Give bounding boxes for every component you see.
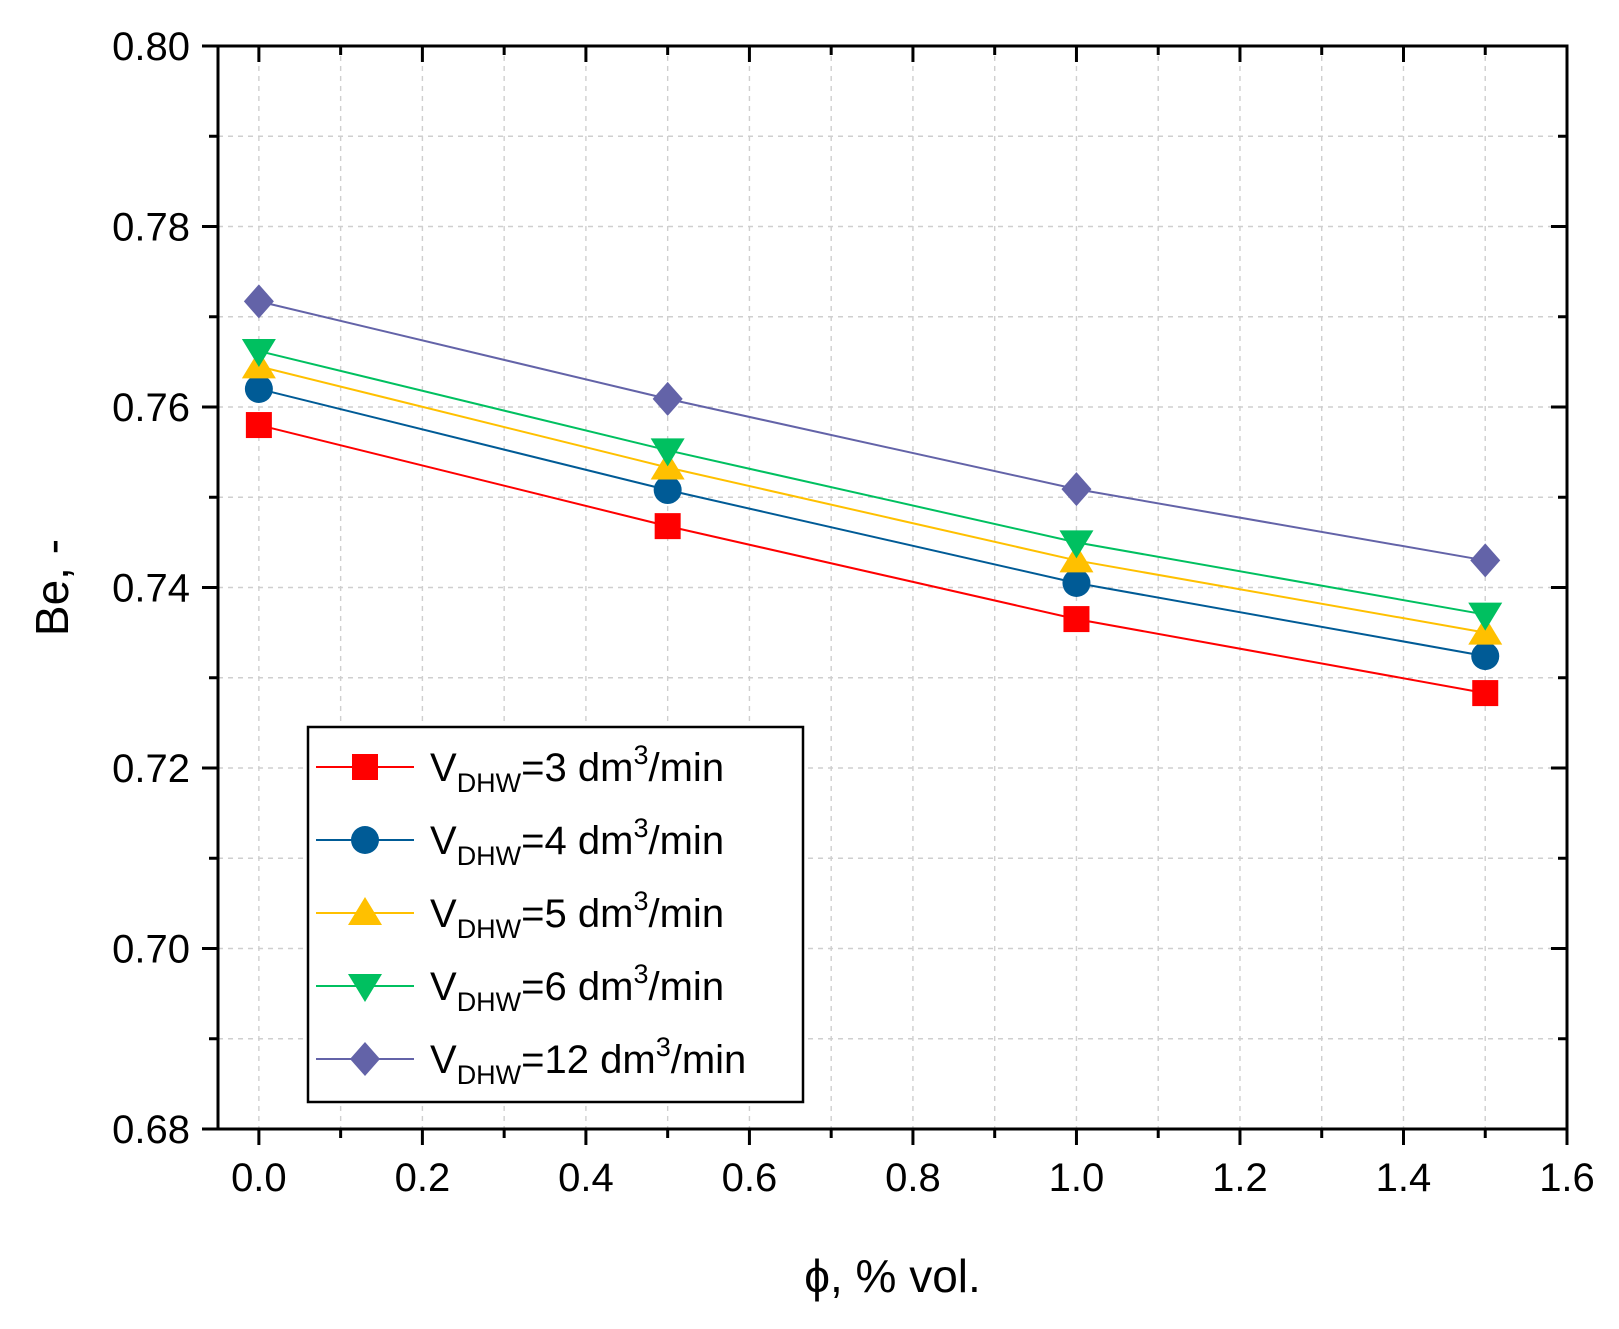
- grid: [218, 46, 1567, 1129]
- data-point: [1062, 568, 1091, 597]
- data-point: [1472, 680, 1499, 707]
- x-tick-label: 0.6: [722, 1156, 778, 1200]
- legend-marker: [352, 754, 378, 780]
- x-tick-label: 1.0: [1049, 1156, 1105, 1200]
- legend-label: VDHW=6 dm3/min: [430, 959, 724, 1017]
- y-tick-label: 0.70: [112, 928, 190, 972]
- data-point: [243, 284, 274, 319]
- series-group: [241, 284, 1503, 707]
- series-5: [243, 284, 1501, 578]
- legend-marker: [351, 826, 379, 854]
- data-point: [1468, 616, 1503, 645]
- data-point: [650, 438, 685, 467]
- y-axis-title: Be, -: [26, 539, 78, 636]
- data-point: [241, 339, 276, 368]
- series-line: [258, 300, 1486, 562]
- y-tick-label: 0.76: [112, 386, 190, 430]
- series-4: [241, 339, 1503, 631]
- data-point: [653, 476, 682, 505]
- data-point: [1471, 642, 1500, 671]
- legend-entry: VDHW=4 dm3/min: [316, 813, 724, 871]
- x-tick-label: 0.0: [231, 1156, 287, 1200]
- data-point: [1059, 544, 1094, 573]
- data-point: [1061, 472, 1092, 507]
- legend-marker: [348, 974, 382, 1002]
- x-tick-label: 0.4: [558, 1156, 614, 1200]
- legend-label: VDHW=4 dm3/min: [430, 813, 724, 871]
- legend-marker: [348, 897, 382, 925]
- data-point: [1063, 606, 1090, 633]
- series-line: [258, 424, 1486, 695]
- legend-label: VDHW=12 dm3/min: [430, 1032, 746, 1090]
- x-tick-label: 0.2: [395, 1156, 451, 1200]
- data-point: [1059, 530, 1094, 559]
- data-point: [244, 374, 273, 403]
- series-line: [258, 387, 1486, 658]
- x-tick-label: 0.8: [885, 1156, 941, 1200]
- legend-entry: VDHW=5 dm3/min: [316, 886, 724, 944]
- legend-box: [306, 725, 805, 1104]
- series-2: [244, 374, 1500, 671]
- legend: VDHW=3 dm3/min VDHW=4 dm3/min VDHW=5 dm3/m…: [306, 725, 805, 1104]
- x-axis-title: ϕ, % vol.: [804, 1250, 981, 1302]
- data-point: [1470, 543, 1501, 578]
- series-line: [258, 365, 1486, 634]
- x-tick-label: 1.4: [1376, 1156, 1432, 1200]
- x-tick-label: 1.2: [1212, 1156, 1268, 1200]
- series-1: [245, 412, 1499, 707]
- data-point: [652, 381, 683, 416]
- y-tick-label: 0.74: [112, 567, 190, 611]
- legend-entry: VDHW=6 dm3/min: [316, 959, 724, 1017]
- legend-entry: VDHW=12 dm3/min: [316, 1032, 746, 1090]
- legend-marker: [350, 1042, 380, 1076]
- series-line: [258, 350, 1486, 616]
- y-tick-label: 0.72: [112, 747, 190, 791]
- legend-label: VDHW=5 dm3/min: [430, 886, 724, 944]
- axes: 0.0 0.2 0.4 0.6 0.8 1.0 1.2 1.4 1.6 0.68 0.70 0.72 0…: [26, 25, 1595, 1302]
- data-point: [245, 412, 272, 439]
- y-tick-label: 0.68: [112, 1108, 190, 1152]
- y-tick-label: 0.78: [112, 206, 190, 250]
- series-3: [241, 350, 1503, 645]
- legend-entry: VDHW=3 dm3/min: [316, 740, 724, 798]
- y-tick-label: 0.80: [112, 25, 190, 69]
- x-tick-label: 1.6: [1539, 1156, 1595, 1200]
- legend-label: VDHW=3 dm3/min: [430, 740, 724, 798]
- data-point: [654, 513, 681, 540]
- data-point: [1468, 602, 1503, 631]
